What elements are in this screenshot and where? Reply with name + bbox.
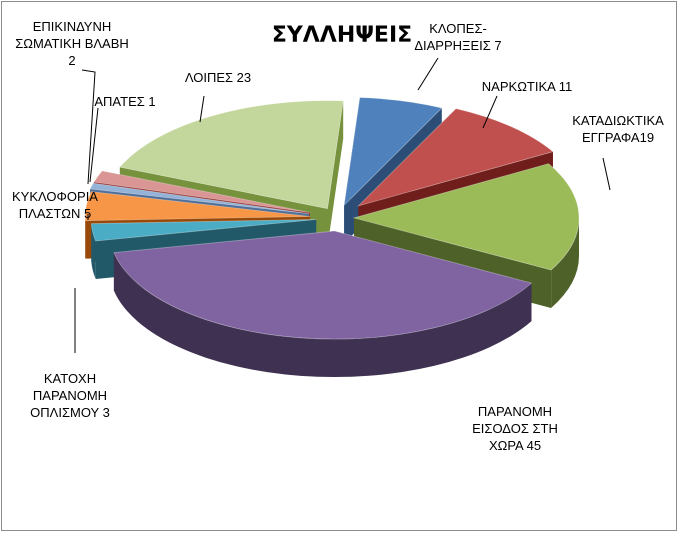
data-label-4-line-3: ΧΩΡΑ 45	[489, 438, 541, 453]
slice-9-end-wall	[327, 100, 344, 247]
leader-line-2	[482, 95, 498, 129]
data-label-7: ΑΠΑΤΕΣ 1	[94, 94, 155, 109]
data-label-5-line-1: ΚΑΤΟΧΗ	[44, 371, 96, 386]
slice-8-top	[93, 170, 310, 213]
data-label-9: ΛΟΙΠΕΣ 23	[185, 70, 251, 85]
data-label-8-line-2: ΣΩΜΑΤΙΚΗ ΒΛΑΒΗ	[15, 36, 129, 51]
data-label-3-line-2: ΕΓΓΡΑΦΑ19	[582, 130, 654, 145]
data-label-2: ΝΑΡΚΩΤΙΚΑ 11	[482, 79, 572, 94]
slice-5-side	[91, 223, 96, 280]
slice-4-side	[113, 252, 532, 378]
data-label-3: ΚΑΤΑΔΙΩΚΤΙΚΑ ΕΓΓΡΑΦΑ19	[572, 113, 664, 145]
data-label-8-line-1: ΕΠΙΚΙΝΔΥΝΗ	[33, 19, 112, 34]
data-label-7-line-1: ΑΠΑΤΕΣ 1	[94, 94, 155, 109]
data-label-6: ΚΥΚΛΟΦΟΡΙΑ ΠΛΑΣΤΩΝ 5	[12, 189, 98, 221]
data-label-5-line-2: ΠΑΡΑΝΟΜΗ	[33, 388, 107, 403]
slice-4-top	[113, 230, 533, 340]
data-label-3-line-1: ΚΑΤΑΔΙΩΚΤΙΚΑ	[572, 113, 664, 128]
data-label-9-line-1: ΛΟΙΠΕΣ 23	[185, 70, 251, 85]
data-label-4-line-2: ΕΙΣΟΔΟΣ ΣΤΗ	[472, 421, 558, 436]
data-label-1-line-1: ΚΛΟΠΕΣ-	[429, 21, 487, 36]
data-label-8-line-3: 2	[68, 53, 75, 68]
data-label-4: ΠΑΡΑΝΟΜΗ ΕΙΣΟΔΟΣ ΣΤΗ ΧΩΡΑ 45	[472, 404, 558, 453]
leader-line-8	[81, 69, 96, 185]
leader-line-7	[89, 107, 99, 183]
slice-3-top	[352, 163, 580, 271]
data-label-1: ΚΛΟΠΕΣ- ΔΙΑΡΡΗΞΕΙΣ 7	[414, 21, 501, 53]
data-label-4-line-1: ΠΑΡΑΝΟΜΗ	[478, 404, 552, 419]
slice-6-top	[84, 191, 311, 222]
leader-line-3	[602, 157, 611, 191]
slice-1-top	[343, 97, 443, 207]
data-label-6-line-1: ΚΥΚΛΟΦΟΡΙΑ	[12, 189, 98, 204]
data-label-8: ΕΠΙΚΙΝΔΥΝΗ ΣΩΜΑΤΙΚΗ ΒΛΑΒΗ 2	[15, 19, 129, 68]
data-label-2-line-1: ΝΑΡΚΩΤΙΚΑ 11	[482, 79, 572, 94]
data-label-5-line-3: ΟΠΛΙΣΜΟΥ 3	[30, 405, 110, 420]
slice-5-top	[90, 219, 317, 242]
slice-2-top	[357, 108, 554, 207]
leader-line-9	[199, 95, 205, 123]
slice-7-top	[89, 182, 310, 215]
slice-3-side	[551, 217, 579, 308]
data-label-6-line-2: ΠΛΑΣΤΩΝ 5	[19, 206, 91, 221]
data-label-5: ΚΑΤΟΧΗ ΠΑΡΑΝΟΜΗ ΟΠΛΙΣΜΟΥ 3	[30, 371, 110, 420]
slice-9-top	[119, 100, 344, 210]
data-label-1-line-2: ΔΙΑΡΡΗΞΕΙΣ 7	[414, 38, 501, 53]
chart-title: ΣΥΛΛΗΨΕΙΣ	[272, 23, 412, 48]
leader-line-1	[417, 57, 439, 91]
